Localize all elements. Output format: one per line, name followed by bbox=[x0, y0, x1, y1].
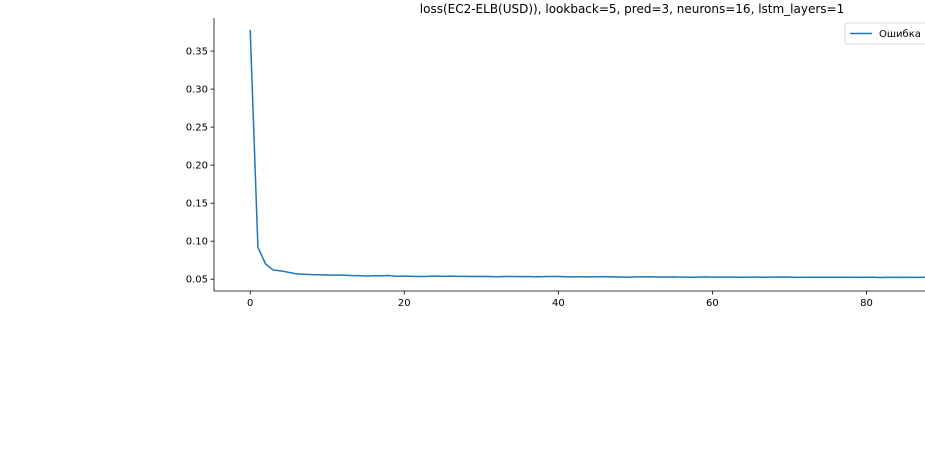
x-tick-label: 40 bbox=[552, 298, 565, 309]
legend-box bbox=[844, 22, 925, 45]
x-tick-label: 20 bbox=[398, 298, 411, 309]
y-tick-label: 0.10 bbox=[186, 237, 208, 248]
y-tick-label: 0.35 bbox=[186, 47, 208, 58]
y-tick-label: 0.05 bbox=[186, 275, 208, 286]
y-tick-label: 0.30 bbox=[186, 85, 208, 96]
y-tick-label: 0.15 bbox=[186, 199, 208, 210]
series-layer bbox=[249, 29, 925, 279]
x-tick-label: 60 bbox=[706, 298, 719, 309]
x-axis-ticks: 0 20 40 60 80 bbox=[247, 291, 873, 309]
y-tick-label: 0.20 bbox=[186, 161, 208, 172]
legend: Ошибка bbox=[844, 22, 925, 45]
x-tick-label: 80 bbox=[860, 298, 873, 309]
y-tick-label: 0.25 bbox=[186, 123, 208, 134]
chart-title: loss(EC2-ELB(USD)), lookback=5, pred=3, … bbox=[420, 2, 844, 16]
series-line-error bbox=[249, 29, 925, 279]
y-axis-ticks: 0.05 0.10 0.15 0.20 0.25 0.30 0.35 bbox=[186, 47, 214, 286]
x-tick-label: 0 bbox=[247, 298, 253, 309]
legend-label-error: Ошибка bbox=[879, 29, 921, 40]
